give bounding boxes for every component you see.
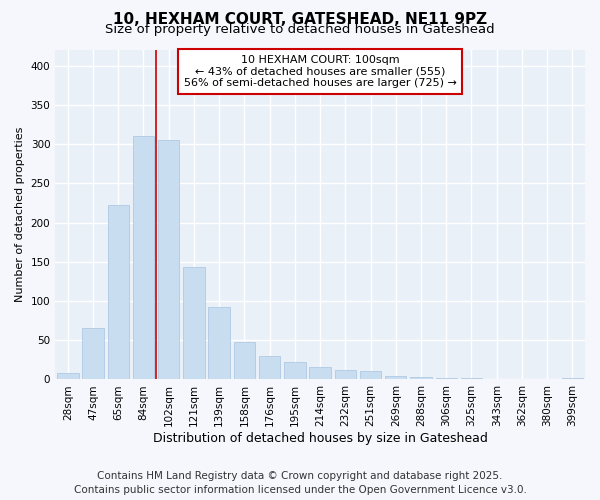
Bar: [133, 136, 154, 380]
X-axis label: Distribution of detached houses by size in Gateshead: Distribution of detached houses by size …: [152, 432, 488, 445]
Text: 10, HEXHAM COURT, GATESHEAD, NE11 9PZ: 10, HEXHAM COURT, GATESHEAD, NE11 9PZ: [113, 12, 487, 28]
Bar: [284, 362, 305, 380]
Bar: [511, 378, 533, 380]
Y-axis label: Number of detached properties: Number of detached properties: [15, 127, 25, 302]
Bar: [461, 378, 482, 380]
Text: Size of property relative to detached houses in Gateshead: Size of property relative to detached ho…: [105, 22, 495, 36]
Bar: [310, 367, 331, 380]
Bar: [107, 206, 129, 380]
Bar: [360, 371, 381, 380]
Bar: [233, 342, 255, 380]
Bar: [183, 268, 205, 380]
Bar: [385, 376, 406, 380]
Text: Contains HM Land Registry data © Crown copyright and database right 2025.
Contai: Contains HM Land Registry data © Crown c…: [74, 471, 526, 495]
Bar: [486, 378, 508, 380]
Bar: [562, 378, 583, 380]
Title: 10, HEXHAM COURT, GATESHEAD, NE11 9PZ
Size of property relative to detached hous: 10, HEXHAM COURT, GATESHEAD, NE11 9PZ Si…: [0, 499, 1, 500]
Bar: [158, 140, 179, 380]
Bar: [536, 378, 558, 380]
Bar: [259, 356, 280, 380]
Bar: [335, 370, 356, 380]
Bar: [57, 373, 79, 380]
Text: 10 HEXHAM COURT: 100sqm
← 43% of detached houses are smaller (555)
56% of semi-d: 10 HEXHAM COURT: 100sqm ← 43% of detache…: [184, 55, 457, 88]
Bar: [82, 328, 104, 380]
Bar: [436, 378, 457, 380]
Bar: [208, 306, 230, 380]
Bar: [410, 377, 432, 380]
